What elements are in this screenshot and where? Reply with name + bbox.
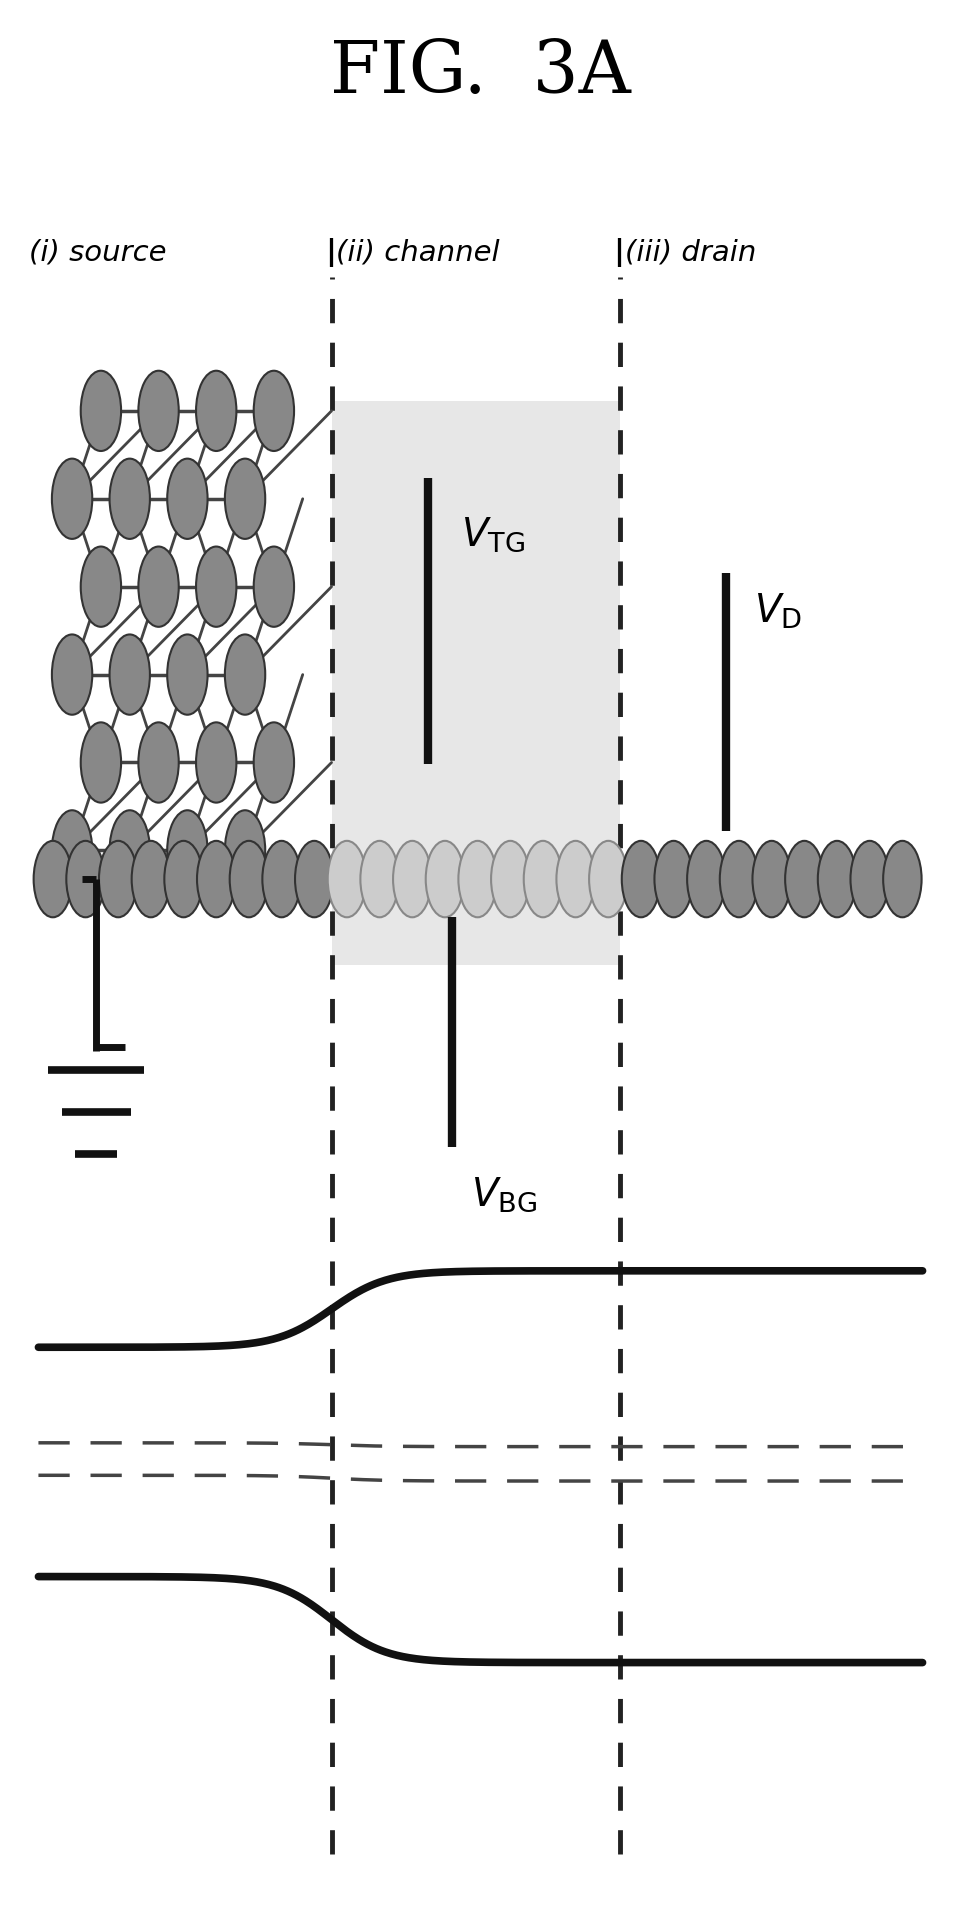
Circle shape [196, 371, 236, 451]
Circle shape [254, 371, 294, 451]
Circle shape [52, 810, 92, 891]
Circle shape [167, 810, 208, 891]
Text: |: | [604, 237, 635, 268]
Text: $V_{\mathrm{TG}}$: $V_{\mathrm{TG}}$ [461, 516, 526, 554]
Text: $V_{\mathrm{BG}}$: $V_{\mathrm{BG}}$ [471, 1175, 537, 1213]
Circle shape [720, 841, 758, 917]
Text: (ii) channel: (ii) channel [336, 239, 500, 266]
Circle shape [52, 634, 92, 715]
Circle shape [164, 841, 203, 917]
Circle shape [654, 841, 693, 917]
Circle shape [167, 634, 208, 715]
Circle shape [230, 841, 268, 917]
Circle shape [225, 810, 265, 891]
Circle shape [524, 841, 562, 917]
Circle shape [850, 841, 889, 917]
Circle shape [360, 841, 399, 917]
Text: $V_{\mathrm{D}}$: $V_{\mathrm{D}}$ [754, 592, 802, 631]
Circle shape [81, 722, 121, 803]
Circle shape [589, 841, 628, 917]
Circle shape [132, 841, 170, 917]
Circle shape [295, 841, 333, 917]
Circle shape [752, 841, 791, 917]
Circle shape [687, 841, 726, 917]
Circle shape [883, 841, 922, 917]
Circle shape [393, 841, 431, 917]
Circle shape [81, 371, 121, 451]
Circle shape [254, 722, 294, 803]
Circle shape [328, 841, 366, 917]
Circle shape [167, 459, 208, 539]
Circle shape [426, 841, 464, 917]
Circle shape [622, 841, 660, 917]
Circle shape [66, 841, 105, 917]
Circle shape [138, 371, 179, 451]
Circle shape [225, 459, 265, 539]
Circle shape [110, 810, 150, 891]
Circle shape [785, 841, 824, 917]
Circle shape [34, 841, 72, 917]
Circle shape [110, 634, 150, 715]
Circle shape [225, 634, 265, 715]
Circle shape [81, 547, 121, 627]
Circle shape [138, 722, 179, 803]
Circle shape [556, 841, 595, 917]
Circle shape [458, 841, 497, 917]
Circle shape [254, 547, 294, 627]
Circle shape [491, 841, 530, 917]
Circle shape [197, 841, 235, 917]
Circle shape [99, 841, 137, 917]
Text: (i) source: (i) source [29, 239, 166, 266]
Text: |: | [316, 237, 347, 268]
Circle shape [52, 459, 92, 539]
Bar [332, 401, 620, 965]
Text: FIG.  3A: FIG. 3A [331, 38, 630, 107]
Circle shape [262, 841, 301, 917]
Text: (iii) drain: (iii) drain [625, 239, 756, 266]
Circle shape [196, 547, 236, 627]
Circle shape [818, 841, 856, 917]
Circle shape [138, 547, 179, 627]
Circle shape [110, 459, 150, 539]
Circle shape [196, 722, 236, 803]
